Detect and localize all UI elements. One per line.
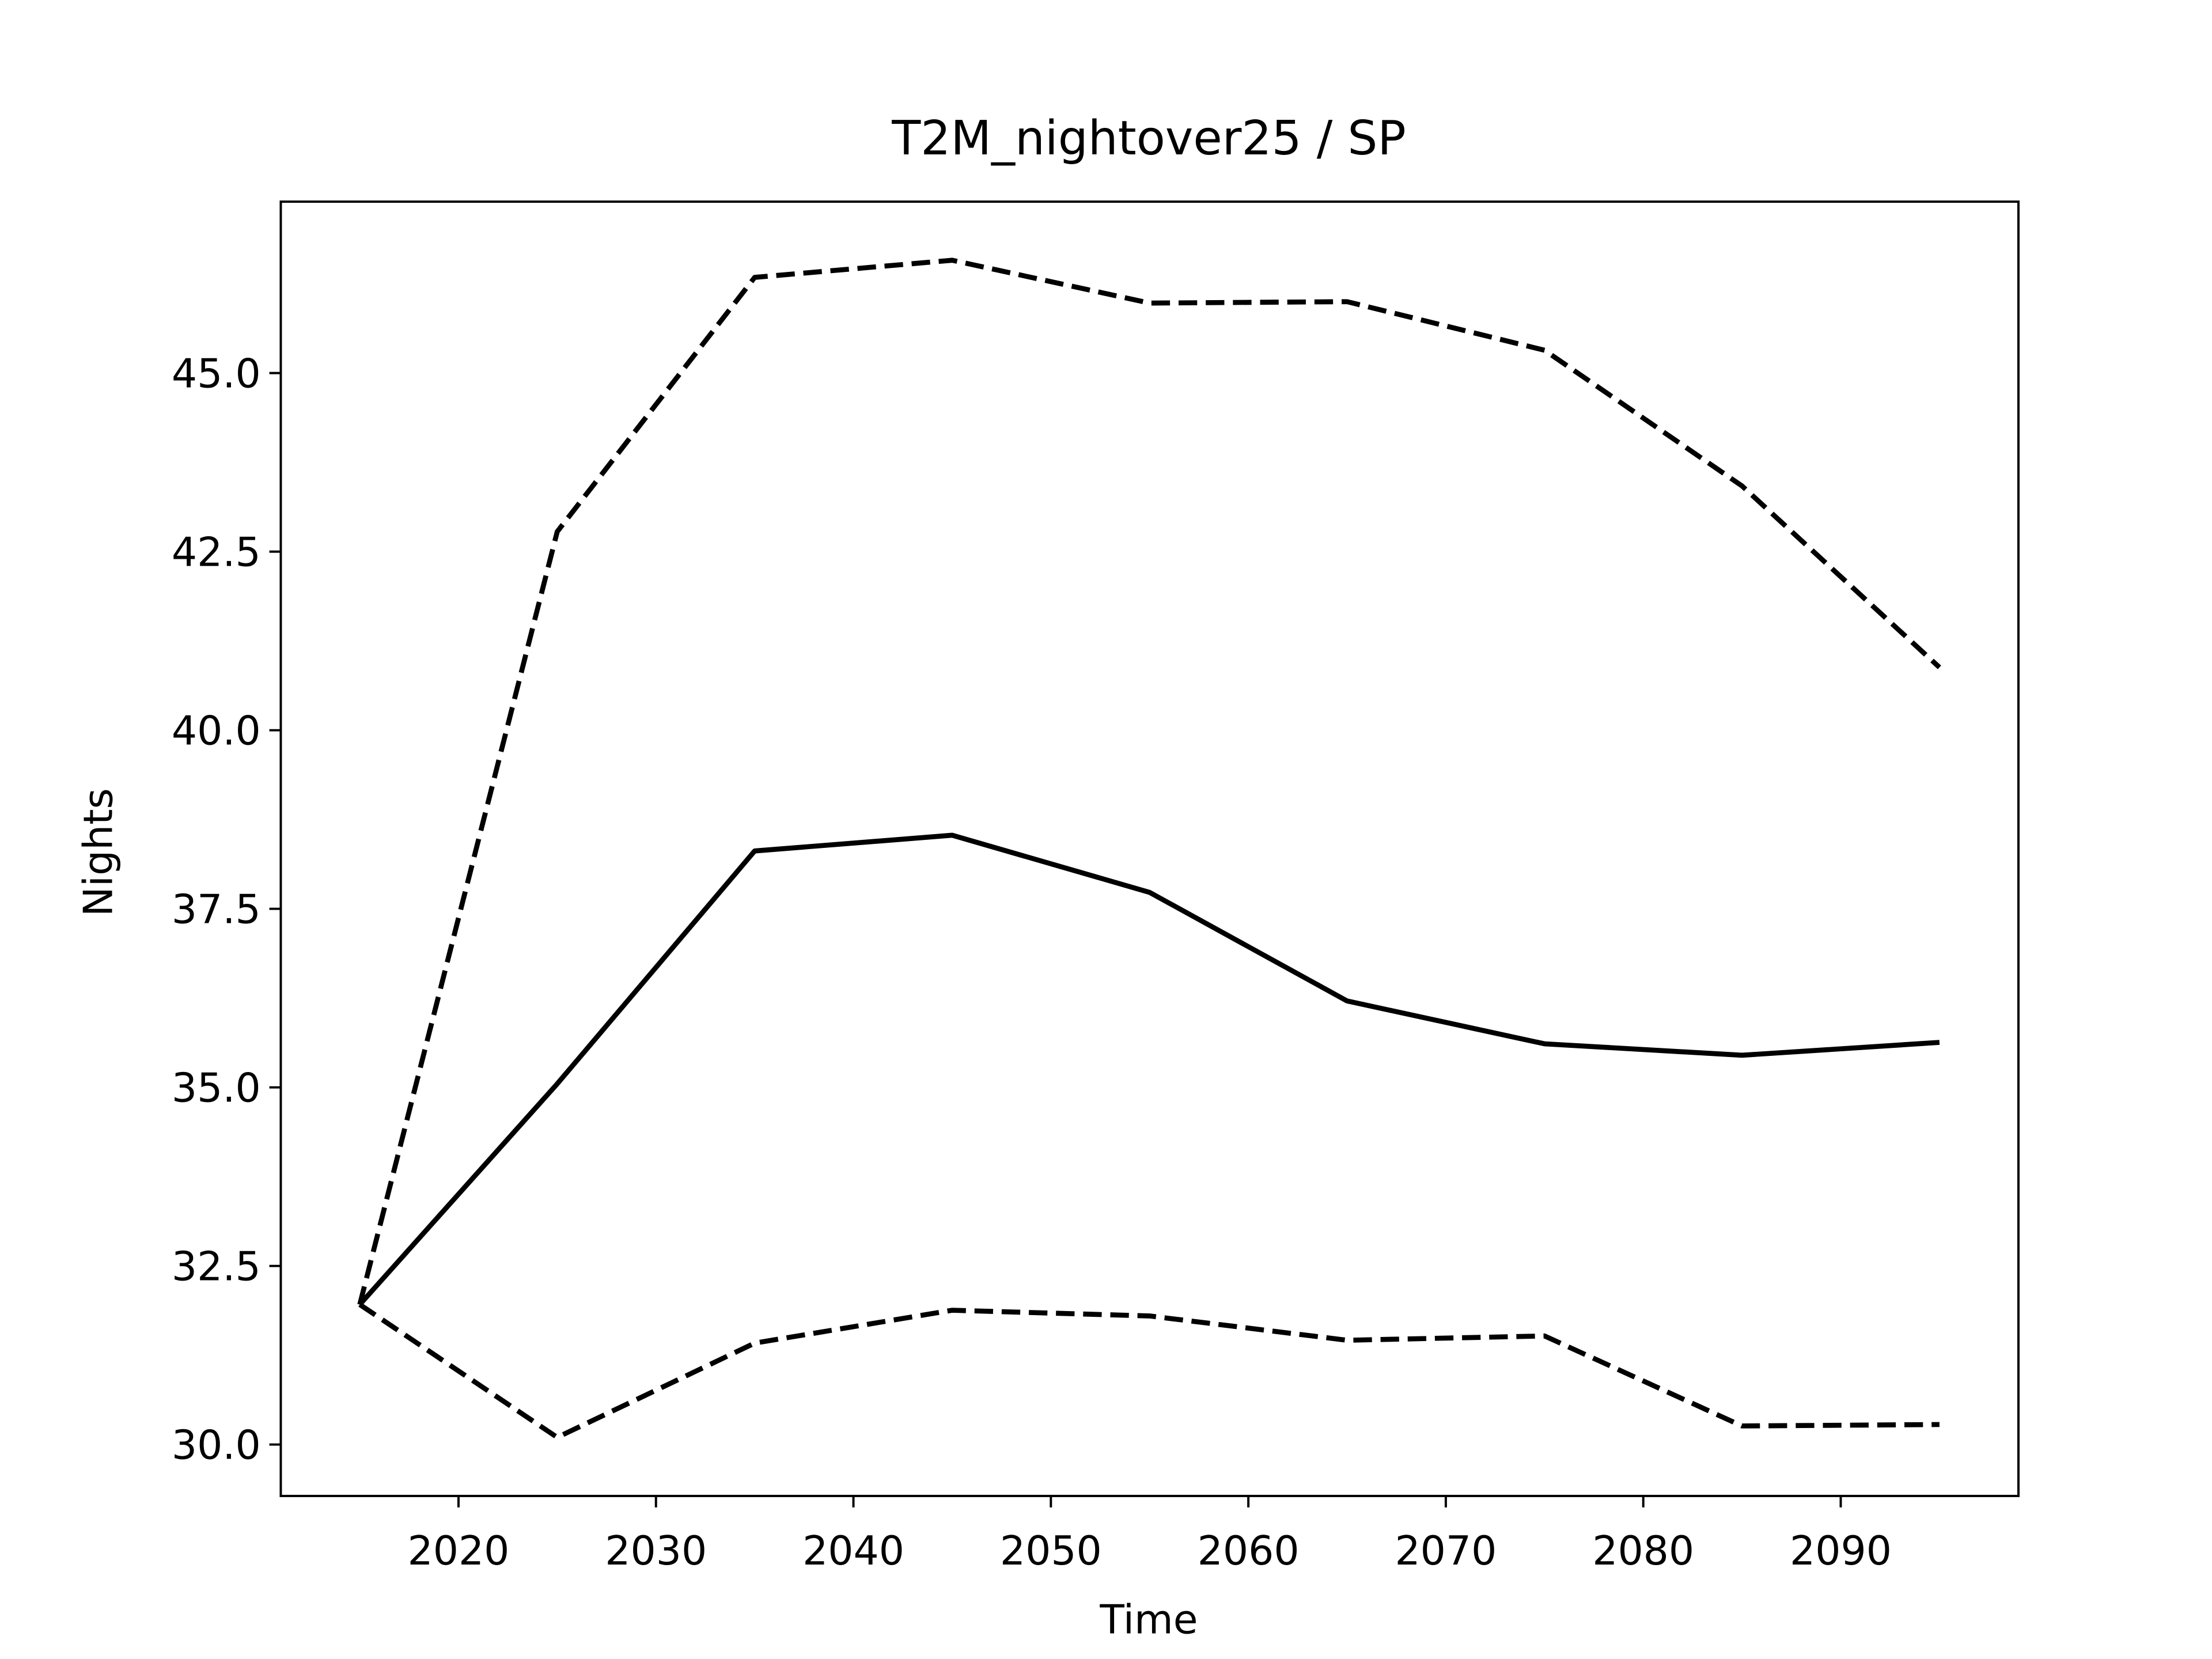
y-axis-label: Nights: [75, 788, 122, 916]
chart-title: T2M_nightover25 / SP: [891, 111, 1406, 166]
y-tick-label: 32.5: [172, 1244, 261, 1290]
x-tick-label: 2080: [1592, 1528, 1694, 1574]
y-tick-label: 42.5: [172, 529, 261, 576]
y-tick-label: 40.0: [172, 708, 261, 755]
y-tick-label: 35.0: [172, 1065, 261, 1112]
series-line: [358, 1302, 1940, 1440]
x-axis-label: Time: [1099, 1596, 1198, 1643]
x-tick-label: 2060: [1198, 1528, 1300, 1574]
plot-frame: [279, 200, 2020, 1497]
series-line: [357, 257, 1941, 1305]
y-tick-label: 37.5: [172, 887, 261, 933]
x-tick-label: 2090: [1790, 1528, 1892, 1574]
x-tick-label: 2050: [1000, 1528, 1102, 1574]
series-line: [358, 832, 1940, 1306]
y-tick-label: 30.0: [172, 1422, 261, 1469]
x-tick-label: 2020: [408, 1528, 510, 1574]
x-tick-label: 2030: [605, 1528, 707, 1574]
x-tick-label: 2040: [802, 1528, 904, 1574]
y-tick-label: 45.0: [172, 350, 261, 397]
x-tick-label: 2070: [1395, 1528, 1497, 1574]
